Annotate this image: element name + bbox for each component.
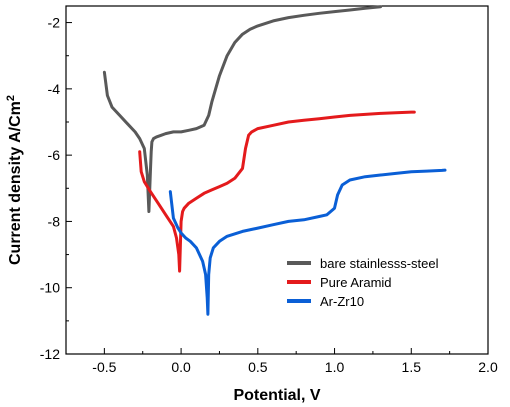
y-tick-label: -6 — [48, 147, 61, 163]
x-tick-label: 0.0 — [171, 359, 191, 375]
y-tick-label: -10 — [40, 280, 60, 296]
legend-label: Ar-Zr10 — [320, 294, 364, 309]
series-layer — [102, 5, 447, 316]
x-axis-title: Potential, V — [233, 387, 320, 404]
plot-frame — [65, 5, 489, 355]
legend-label: bare stainlesss-steel — [320, 256, 439, 271]
x-tick-label: 1.0 — [325, 359, 345, 375]
legend-label: Pure Aramid — [320, 275, 392, 290]
x-tick-label: 2.0 — [478, 359, 498, 375]
y-tick-label: -4 — [48, 81, 61, 97]
x-tick-label: 0.5 — [248, 359, 268, 375]
y-tick-label: -12 — [40, 346, 60, 362]
y-axis-title-main: Current density A/Cm — [7, 101, 24, 265]
x-tick-label: -0.5 — [92, 359, 116, 375]
y-axis-title-superscript: 2 — [5, 95, 17, 101]
x-tick-label: 1.5 — [402, 359, 422, 375]
axis-ticks: -0.5 0.0 0.5 1.0 1.5 2.0 -2 -4 -6 -8 -10 -12 — [40, 15, 498, 375]
series-line-2 — [138, 110, 416, 273]
series-line-3 — [168, 168, 447, 316]
y-tick-label: -8 — [48, 213, 61, 229]
series-line-1 — [102, 5, 383, 213]
y-tick-label: -2 — [48, 15, 61, 31]
y-axis-title: Current density A/Cm2 — [5, 95, 24, 265]
legend: bare stainlesss-steel Pure Aramid Ar-Zr10 — [287, 256, 439, 309]
